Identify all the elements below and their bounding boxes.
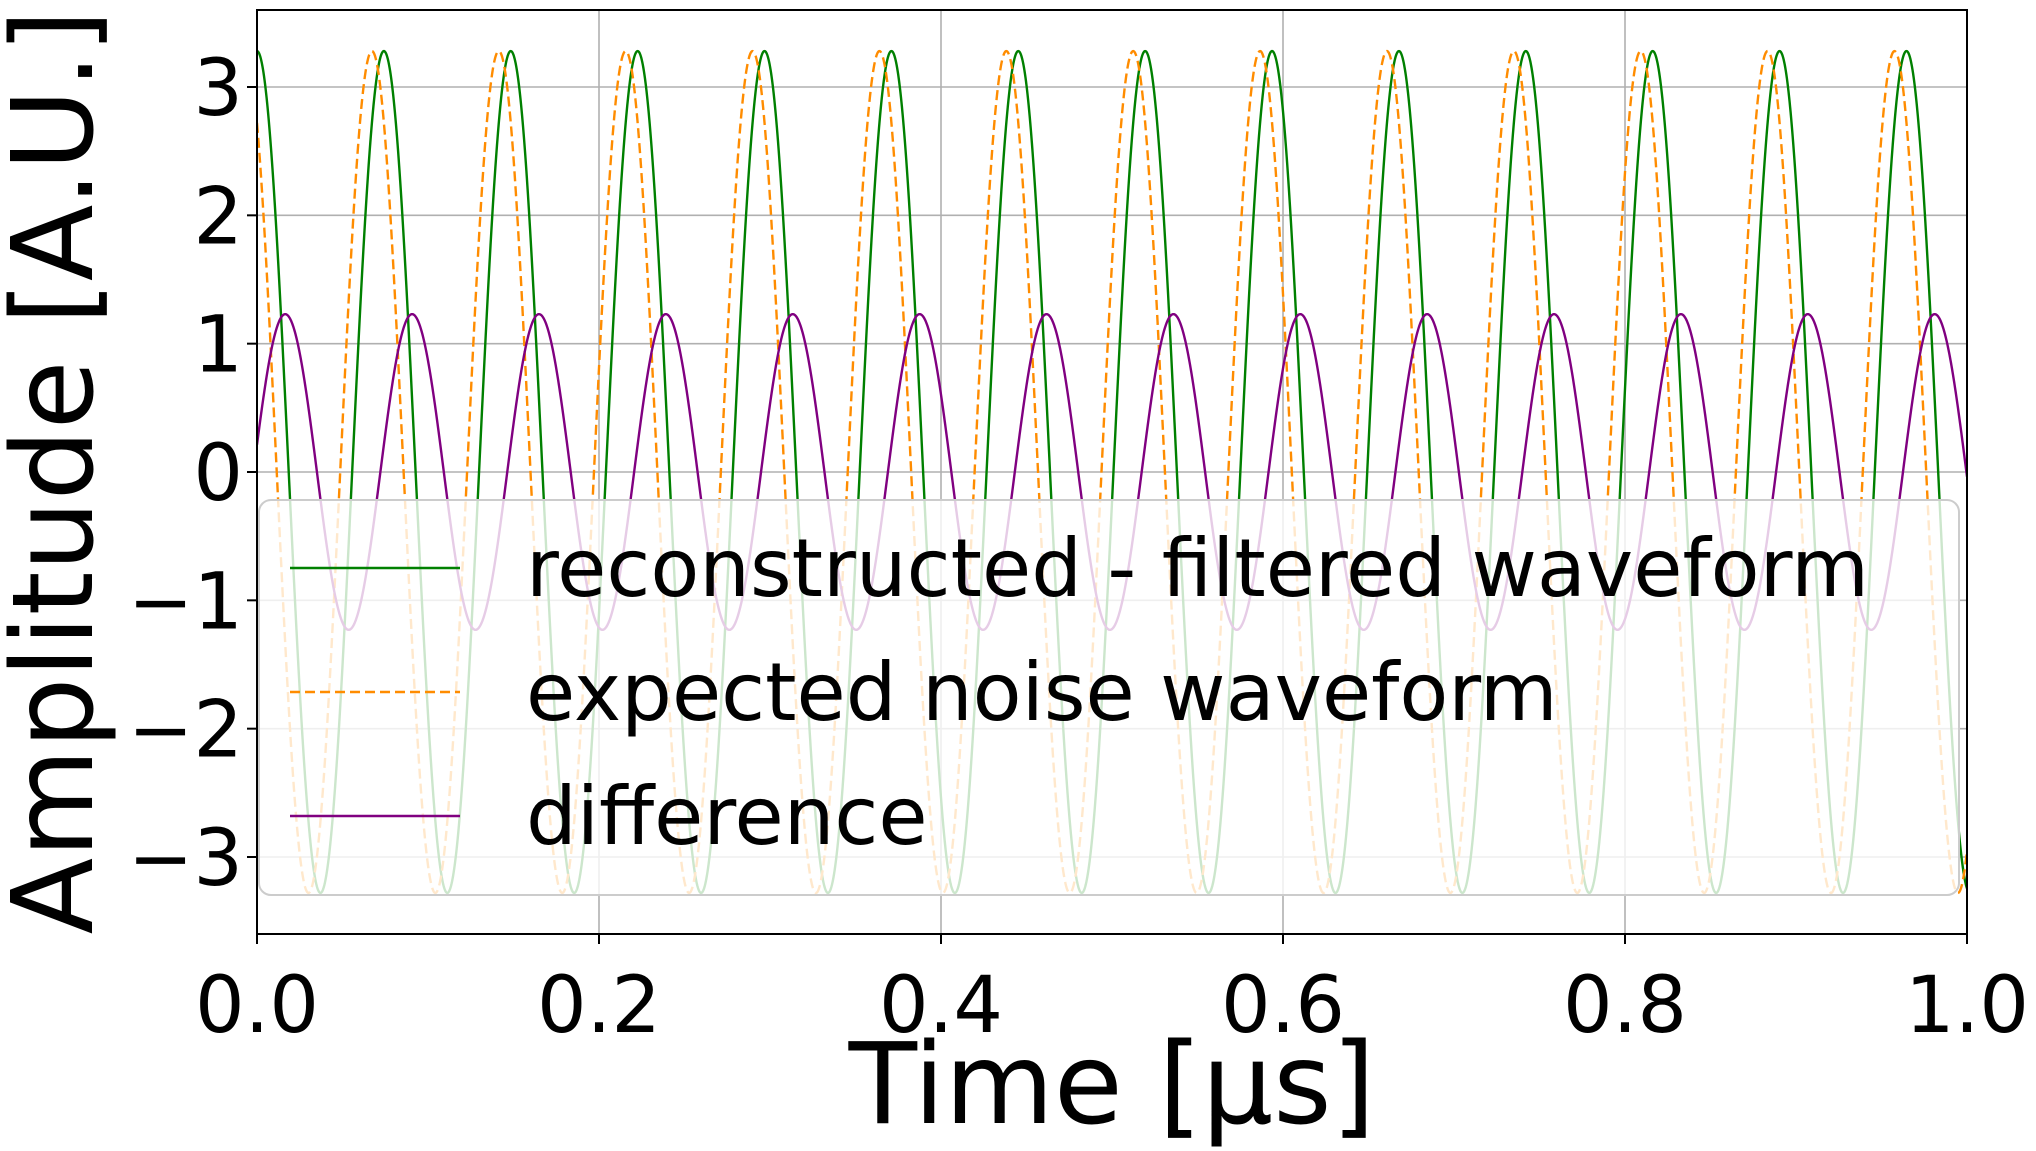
ticks: 0.0 0.2 0.4 0.6 0.8 1.0 3 2 1 0 −1 −2 −3 — [128, 44, 2029, 1051]
x-tick-label: 0.2 — [537, 961, 661, 1051]
x-tick-label: 0.4 — [879, 961, 1003, 1051]
x-tick-label: 0.8 — [1563, 961, 1687, 1051]
y-tick-label: 3 — [193, 44, 243, 134]
x-axis-title: Time [μs] — [848, 1020, 1376, 1150]
x-tick-label: 0.0 — [195, 961, 319, 1051]
legend-entry-1: expected noise waveform — [526, 646, 1558, 739]
y-tick-label: 2 — [193, 172, 243, 262]
y-axis-title: Amplitude [A.U.] — [0, 10, 119, 935]
legend-box — [258, 499, 1960, 896]
legend: reconstructed - filtered waveform expecte… — [258, 499, 1960, 896]
x-tick-label: 0.6 — [1221, 961, 1345, 1051]
y-tick-label: −3 — [128, 814, 243, 904]
y-tick-label: 0 — [193, 429, 243, 519]
x-tick-label: 1.0 — [1905, 961, 2029, 1051]
y-tick-label: 1 — [193, 301, 243, 391]
y-tick-label: −2 — [128, 686, 243, 776]
y-tick-label: −1 — [128, 557, 243, 647]
legend-entry-2: difference — [526, 770, 928, 863]
legend-entry-0: reconstructed - filtered waveform — [526, 522, 1869, 615]
